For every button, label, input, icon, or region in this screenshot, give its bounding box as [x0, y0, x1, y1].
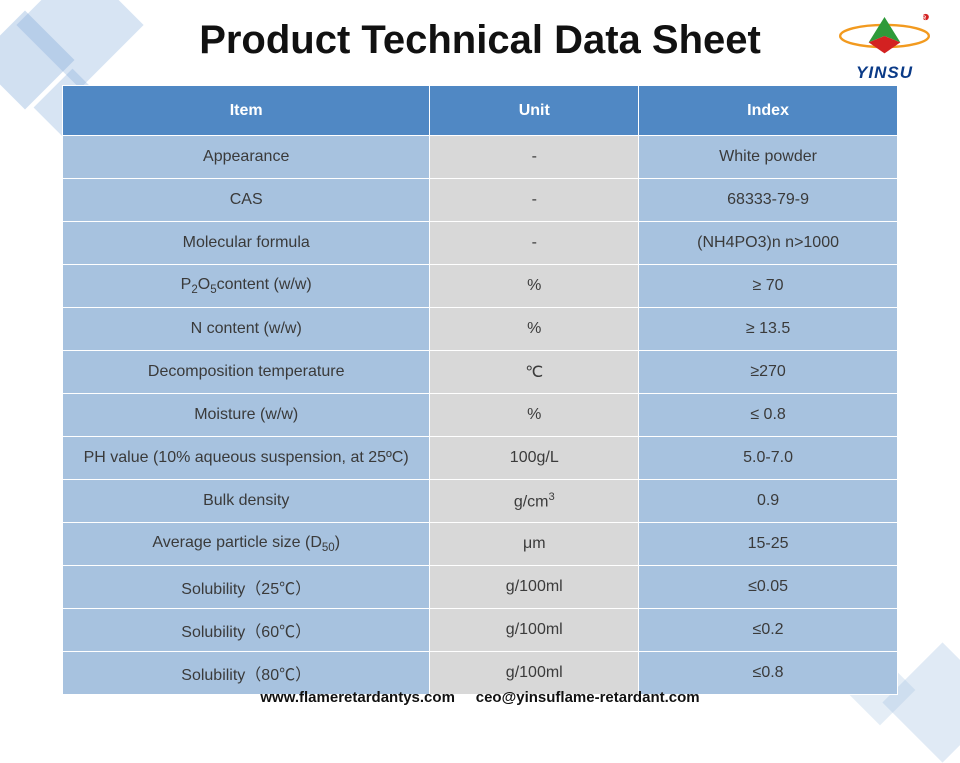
col-header-item: Item — [63, 86, 430, 136]
cell-unit: g/100ml — [430, 609, 639, 652]
cell-unit: - — [430, 222, 639, 265]
cell-item: Molecular formula — [63, 222, 430, 265]
cell-index: (NH4PO3)n n>1000 — [639, 222, 898, 265]
cell-item: Solubility（60℃） — [63, 609, 430, 652]
table-row: Bulk densityg/cm30.9 — [63, 480, 898, 523]
cell-unit: % — [430, 394, 639, 437]
table-row: Average particle size (D50)μm15-25 — [63, 523, 898, 566]
brand-text: YINSU — [837, 63, 932, 83]
cell-unit: μm — [430, 523, 639, 566]
cell-item: CAS — [63, 179, 430, 222]
table-row: Molecular formula-(NH4PO3)n n>1000 — [63, 222, 898, 265]
footer-website: www.flameretardantys.com — [260, 689, 455, 706]
cell-index: 5.0-7.0 — [639, 437, 898, 480]
cell-unit: % — [430, 308, 639, 351]
cell-index: ≥ 13.5 — [639, 308, 898, 351]
table-row: PH value (10% aqueous suspension, at 25º… — [63, 437, 898, 480]
table-row: N content (w/w)%≥ 13.5 — [63, 308, 898, 351]
cell-item: Bulk density — [63, 480, 430, 523]
cell-item: Decomposition temperature — [63, 351, 430, 394]
footer: www.flameretardantys.com ceo@yinsuflame-… — [0, 689, 960, 706]
table-row: Appearance-White powder — [63, 136, 898, 179]
table-row: Decomposition temperature℃≥270 — [63, 351, 898, 394]
cell-index: 15-25 — [639, 523, 898, 566]
table-row: CAS-68333-79-9 — [63, 179, 898, 222]
cell-index: ≤0.2 — [639, 609, 898, 652]
cell-index: ≤0.05 — [639, 566, 898, 609]
cell-item: PH value (10% aqueous suspension, at 25º… — [63, 437, 430, 480]
cell-unit: - — [430, 179, 639, 222]
table-row: Moisture (w/w)%≤ 0.8 — [63, 394, 898, 437]
cell-index: ≥ 70 — [639, 265, 898, 308]
table-header-row: Item Unit Index — [63, 86, 898, 136]
cell-unit: g/100ml — [430, 566, 639, 609]
cell-index: ≤ 0.8 — [639, 394, 898, 437]
cell-item: N content (w/w) — [63, 308, 430, 351]
cell-item: P2O5content (w/w) — [63, 265, 430, 308]
cell-unit: ℃ — [430, 351, 639, 394]
page-title: Product Technical Data Sheet — [0, 0, 960, 63]
cell-unit: 100g/L — [430, 437, 639, 480]
cell-index: 0.9 — [639, 480, 898, 523]
cell-item: Appearance — [63, 136, 430, 179]
cell-item: Average particle size (D50) — [63, 523, 430, 566]
table-row: Solubility（60℃）g/100ml≤0.2 — [63, 609, 898, 652]
table-row: Solubility（25℃）g/100ml≤0.05 — [63, 566, 898, 609]
footer-email: ceo@yinsuflame-retardant.com — [476, 689, 700, 706]
cell-unit: - — [430, 136, 639, 179]
col-header-index: Index — [639, 86, 898, 136]
cell-index: White powder — [639, 136, 898, 179]
cell-item: Solubility（25℃） — [63, 566, 430, 609]
table-row: P2O5content (w/w)%≥ 70 — [63, 265, 898, 308]
cell-unit: % — [430, 265, 639, 308]
cell-unit: g/cm3 — [430, 480, 639, 523]
spec-table: Item Unit Index Appearance-White powderC… — [62, 85, 898, 695]
cell-index: ≥270 — [639, 351, 898, 394]
cell-index: 68333-79-9 — [639, 179, 898, 222]
cell-item: Moisture (w/w) — [63, 394, 430, 437]
col-header-unit: Unit — [430, 86, 639, 136]
